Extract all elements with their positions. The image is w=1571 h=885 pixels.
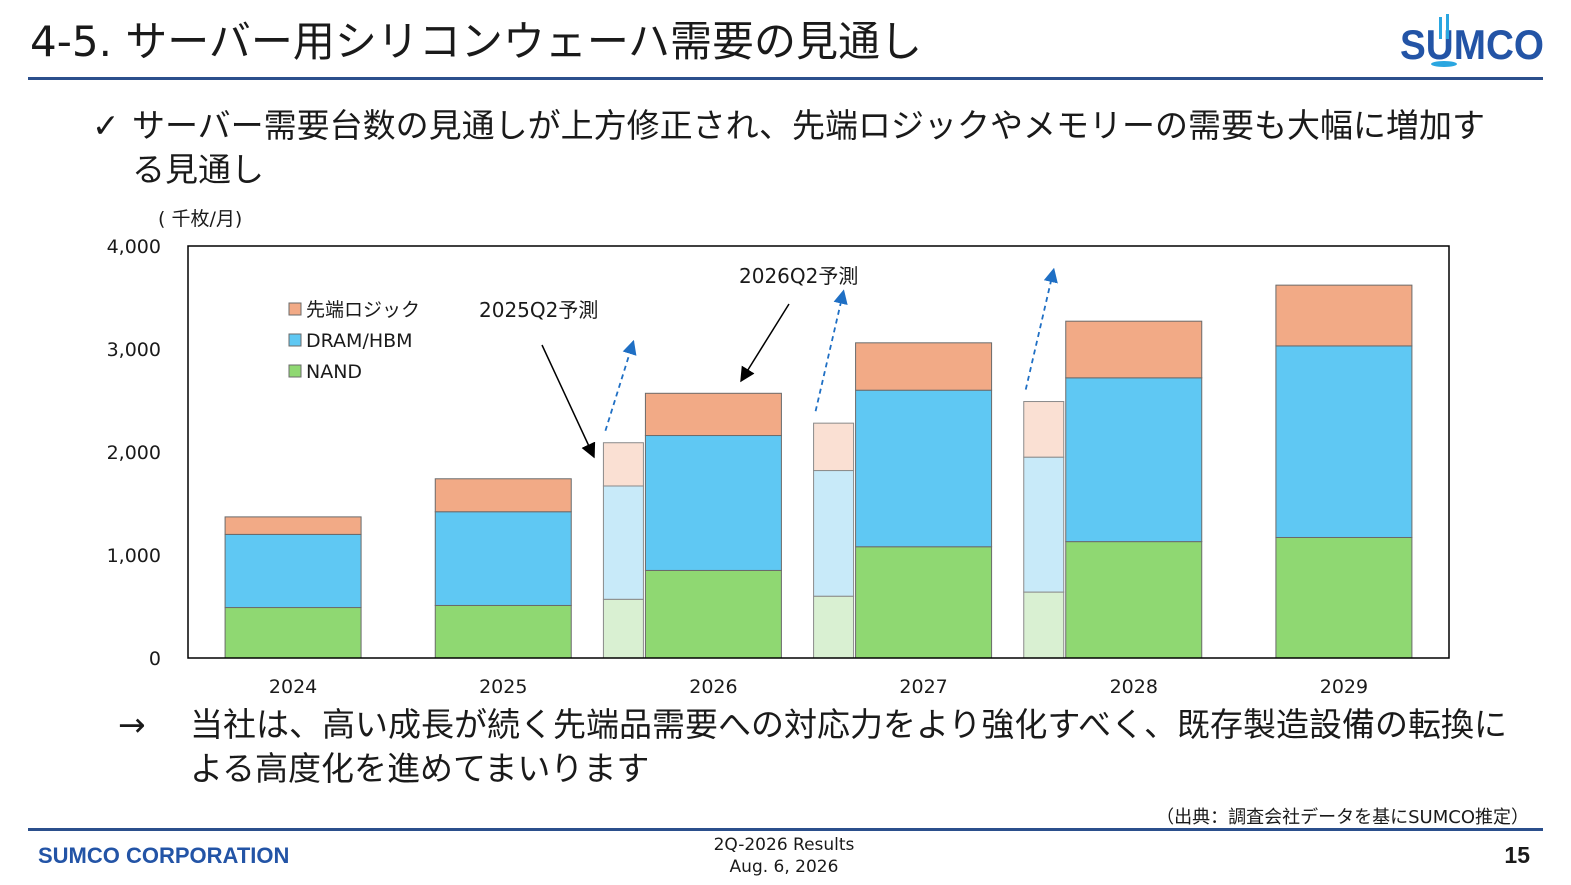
revision-arrow [814, 289, 848, 412]
x-tick-label: 2025 [479, 676, 527, 698]
legend-label: 先端ロジック [306, 299, 420, 321]
bar-segment [434, 604, 572, 659]
x-axis-ticks: 2024 2025 2026 2027 2028 2029 [269, 676, 1368, 698]
current-forecast-label: 2026Q2予測 [739, 264, 858, 288]
bar-segment [224, 607, 362, 659]
previous-forecast-segment [1023, 591, 1065, 659]
bar-segment [224, 516, 362, 535]
bar-segment [434, 511, 572, 606]
y-tick-label: 4,000 [107, 236, 161, 258]
revision-arrow [1024, 267, 1058, 390]
previous-forecast-label: 2025Q2予測 [479, 298, 598, 322]
conclusion-text: 当社は、高い成長が続く先端品需要への対応力をより強化すべく、既存製造設備の転換に… [190, 705, 1508, 788]
sumco-logo: SUMCO [1400, 14, 1544, 68]
legend-label: DRAM/HBM [306, 330, 413, 352]
previous-forecast-pointer [541, 344, 596, 459]
bar-segment [855, 342, 993, 391]
current-forecast-pointer [740, 303, 790, 383]
previous-forecast-segment [813, 422, 855, 472]
logo-wafer-bar [1439, 17, 1442, 39]
footer-divider [28, 828, 1543, 831]
bar-stacks [224, 284, 1413, 659]
title-divider [28, 77, 1543, 80]
source-note: （出典：調査会社データを基にSUMCO推定） [1156, 807, 1529, 828]
bar-segment [644, 435, 782, 571]
bar-segment [855, 546, 993, 659]
bar-segment [1065, 541, 1203, 659]
legend-swatch [288, 302, 302, 316]
report-info: 2Q-2026 Results Aug. 6, 2026 [684, 834, 884, 878]
bar-segment [1275, 536, 1413, 659]
logo-wafer-swoosh [1431, 61, 1457, 67]
summary-text: サーバー需要台数の見通しが上方修正され、先端ロジックやメモリーの需要も大幅に増加… [132, 106, 1485, 189]
legend: 先端ロジック DRAM/HBM NAND [288, 299, 420, 383]
bar-segment [1065, 377, 1203, 543]
revision-arrows [604, 267, 1058, 431]
page-number: 15 [1504, 842, 1530, 868]
slide-title: 4-5. サーバー用シリコンウェーハ需要の見通し [30, 17, 923, 66]
y-tick-label: 2,000 [107, 442, 161, 464]
bar-segment [644, 569, 782, 659]
x-tick-label: 2026 [689, 676, 737, 698]
y-axis-ticks: 0 1,000 2,000 3,000 4,000 [107, 236, 161, 670]
x-tick-label: 2024 [269, 676, 317, 698]
previous-forecast-segment [813, 595, 855, 659]
x-tick-label: 2028 [1110, 676, 1158, 698]
bar-segment [855, 389, 993, 548]
bar-segment [1275, 345, 1413, 538]
bar-segment [1275, 284, 1413, 347]
company-name: SUMCO CORPORATION [38, 843, 290, 868]
bar-segment [224, 533, 362, 609]
y-tick-label: 3,000 [107, 339, 161, 361]
bar-segment [1065, 320, 1203, 379]
logo-wafer-bar [1446, 14, 1449, 39]
previous-forecast-segment [602, 442, 644, 487]
legend-swatch [288, 333, 302, 347]
bar-segment [644, 392, 782, 437]
bar-segment [434, 478, 572, 513]
x-tick-label: 2029 [1320, 676, 1368, 698]
report-date: Aug. 6, 2026 [729, 857, 839, 877]
check-icon: ✓ [92, 106, 120, 145]
legend-label: NAND [306, 361, 362, 383]
y-tick-label: 0 [149, 648, 161, 670]
arrow-right-icon: → [118, 705, 146, 744]
plot-frame [187, 245, 1450, 659]
previous-forecast-segment [813, 470, 855, 597]
previous-forecast-segment [602, 598, 644, 659]
previous-forecast-segment [602, 485, 644, 600]
previous-forecast-segment [1023, 456, 1065, 593]
forecast-annotations: 2025Q2予測 2026Q2予測 [479, 264, 858, 459]
logo-text: SUMCO [1400, 21, 1544, 68]
conclusion: → 当社は、高い成長が続く先端品需要への対応力をより強化すべく、既存製造設備の転… [118, 703, 1538, 791]
x-tick-label: 2027 [899, 676, 947, 698]
y-unit-label: ( 千枚/月) [158, 208, 242, 230]
revision-arrow [604, 339, 637, 431]
report-title: 2Q-2026 Results [713, 835, 855, 855]
legend-swatch [288, 364, 302, 378]
summary-bullet: ✓ サーバー需要台数の見通しが上方修正され、先端ロジックやメモリーの需要も大幅に… [92, 104, 1512, 192]
previous-forecast-segment [1023, 401, 1065, 458]
y-tick-label: 1,000 [107, 545, 161, 567]
